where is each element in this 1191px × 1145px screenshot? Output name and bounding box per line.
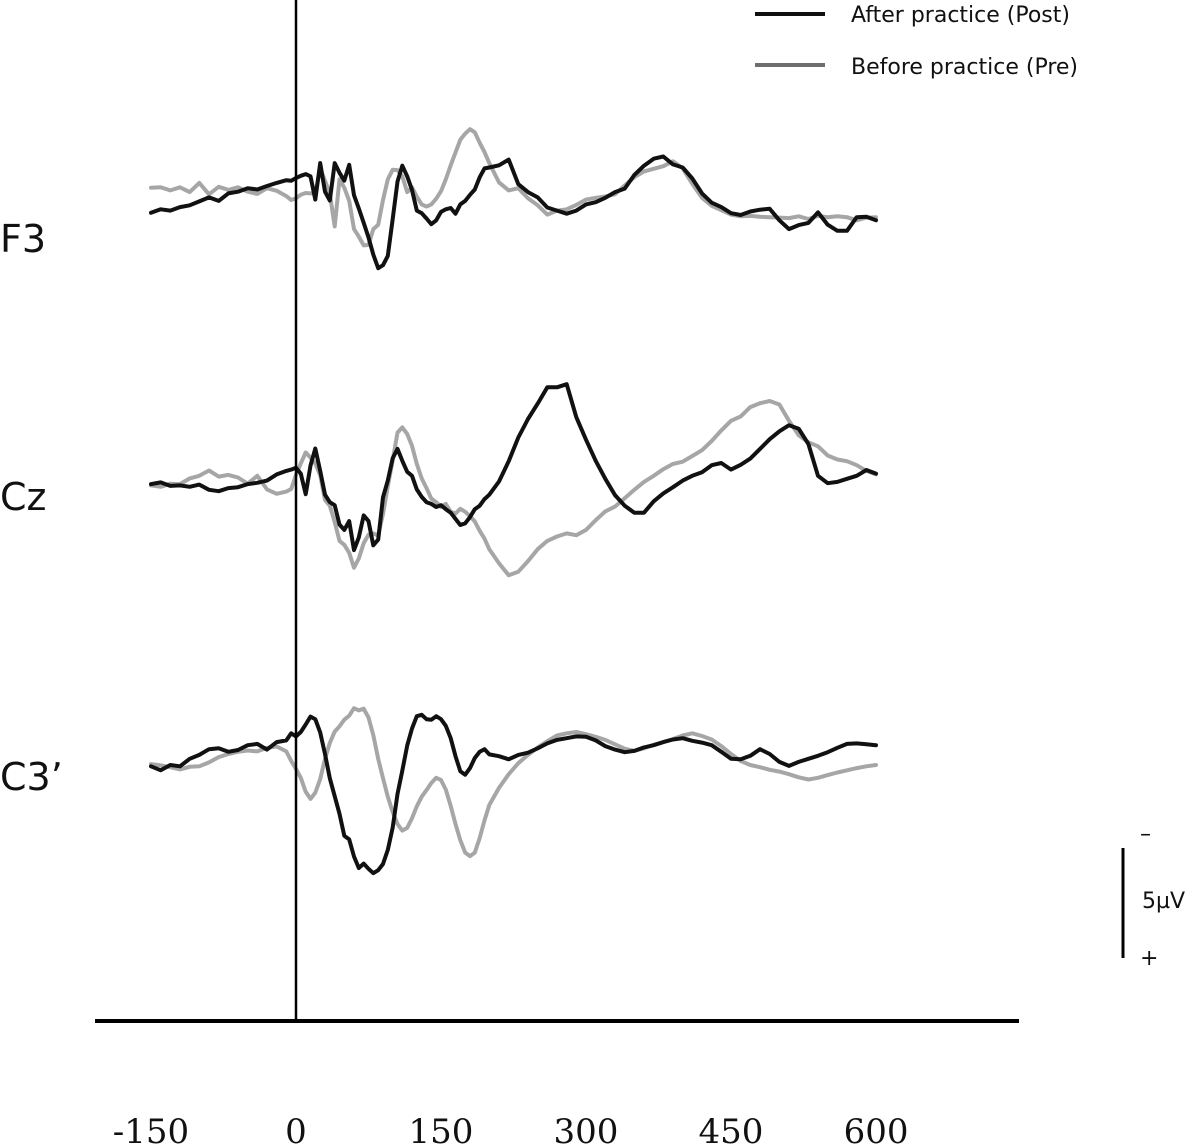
x-tick-label: -150 bbox=[113, 1112, 189, 1145]
x-tick-label: 0 bbox=[285, 1112, 307, 1145]
scale-bar-label: 5µV bbox=[1142, 889, 1185, 914]
scale-bar-bottom-sign: + bbox=[1140, 946, 1158, 971]
waveform-c3-pre bbox=[149, 706, 878, 859]
x-tick-label: 600 bbox=[844, 1112, 909, 1145]
scale-bar: – 5µV + bbox=[1121, 822, 1185, 971]
x-tick-label: 300 bbox=[554, 1112, 619, 1145]
channel-label-0: F3 bbox=[0, 217, 46, 261]
scale-bar-top-sign: – bbox=[1140, 822, 1151, 847]
legend-pre-label: Before practice (Pre) bbox=[851, 55, 1078, 80]
x-tick-label: 450 bbox=[699, 1112, 764, 1145]
legend: After practice (Post) Before practice (P… bbox=[755, 3, 1078, 80]
waveform-c3-post bbox=[149, 712, 878, 876]
x-tick-label: 150 bbox=[409, 1112, 474, 1145]
channel-label-2: C3’ bbox=[0, 755, 63, 799]
labels: F3 Cz C3’ -150 0 150 300 450 600 bbox=[0, 217, 908, 1145]
waveform-f3-post bbox=[149, 154, 878, 271]
axes bbox=[95, 0, 1019, 1023]
waveforms bbox=[149, 127, 878, 876]
legend-post-label: After practice (Post) bbox=[851, 3, 1070, 28]
channel-label-1: Cz bbox=[0, 475, 46, 519]
waveform-cz-pre bbox=[149, 399, 878, 578]
waveform-cz-post bbox=[149, 382, 878, 553]
